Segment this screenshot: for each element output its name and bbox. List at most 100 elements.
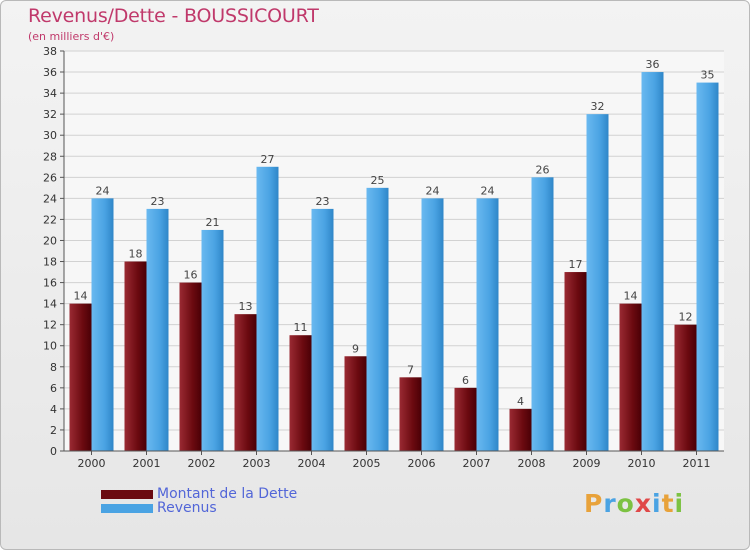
- logo-letter: x: [634, 489, 652, 518]
- y-tick-label: 14: [43, 298, 57, 311]
- legend-item-revenus: Revenus: [101, 501, 297, 515]
- data-label: 21: [206, 216, 220, 229]
- y-tick-label: 22: [43, 213, 57, 226]
- y-tick-label: 34: [43, 87, 57, 100]
- logo-letter: i: [652, 489, 662, 518]
- bar-dette: [454, 387, 477, 451]
- logo-letter: i: [674, 489, 685, 518]
- x-tick-label: 2008: [518, 457, 546, 470]
- logo-letter: P: [584, 489, 604, 518]
- plot-area: [64, 51, 724, 451]
- bar-dette: [619, 303, 642, 451]
- x-tick-label: 2010: [628, 457, 656, 470]
- y-tick-label: 32: [43, 108, 57, 121]
- x-tick-label: 2002: [188, 457, 216, 470]
- chart-subtitle: (en milliers d'€): [28, 30, 115, 43]
- bar-revenus: [311, 208, 334, 451]
- data-label: 24: [481, 184, 495, 197]
- y-tick-label: 24: [43, 192, 57, 205]
- x-tick-label: 2006: [408, 457, 436, 470]
- data-label: 17: [569, 258, 583, 271]
- legend: Montant de la Dette Revenus: [101, 487, 297, 515]
- y-tick-label: 28: [43, 150, 57, 163]
- bar-dette: [344, 356, 367, 451]
- data-label: 32: [591, 100, 605, 113]
- y-tick-label: 36: [43, 66, 57, 79]
- x-tick-label: 2001: [133, 457, 161, 470]
- x-tick-label: 2004: [298, 457, 326, 470]
- x-tick-label: 2009: [573, 457, 601, 470]
- bar-dette: [124, 261, 147, 451]
- data-label: 35: [701, 69, 715, 82]
- data-label: 25: [371, 174, 385, 187]
- data-label: 23: [151, 195, 165, 208]
- data-label: 16: [184, 269, 198, 282]
- bar-revenus: [476, 198, 499, 451]
- bar-revenus: [91, 198, 114, 451]
- legend-label-revenus: Revenus: [157, 500, 217, 516]
- data-label: 14: [74, 290, 88, 303]
- legend-swatch-dette: [101, 489, 153, 499]
- x-tick-label: 2005: [353, 457, 381, 470]
- bar-revenus: [641, 72, 664, 451]
- y-tick-label: 0: [50, 445, 57, 458]
- data-label: 11: [294, 321, 308, 334]
- bar-revenus: [421, 198, 444, 451]
- legend-swatch-revenus: [101, 503, 153, 513]
- logo-letter: t: [661, 489, 675, 518]
- data-label: 12: [679, 311, 693, 324]
- data-label: 24: [96, 184, 110, 197]
- data-label: 7: [407, 363, 414, 376]
- data-label: 13: [239, 300, 253, 313]
- data-label: 18: [129, 248, 143, 261]
- chart-title: Revenus/Dette - BOUSSICOURT: [28, 5, 319, 27]
- y-tick-label: 30: [43, 129, 57, 142]
- data-label: 36: [646, 58, 660, 71]
- y-tick-label: 18: [43, 256, 57, 269]
- y-tick-label: 6: [50, 382, 57, 395]
- y-tick-label: 38: [43, 45, 57, 58]
- bar-revenus: [256, 166, 279, 451]
- data-label: 24: [426, 184, 440, 197]
- legend-item-dette: Montant de la Dette: [101, 487, 297, 501]
- data-label: 23: [316, 195, 330, 208]
- bar-revenus: [146, 208, 169, 451]
- data-label: 6: [462, 374, 469, 387]
- y-tick-label: 20: [43, 234, 57, 247]
- bar-dette: [289, 335, 312, 451]
- data-label: 14: [624, 290, 638, 303]
- bar-revenus: [366, 187, 389, 451]
- bar-dette: [69, 303, 92, 451]
- bar-revenus: [696, 82, 719, 451]
- bar-dette: [564, 272, 587, 451]
- y-tick-label: 10: [43, 340, 57, 353]
- data-label: 26: [536, 163, 550, 176]
- y-tick-label: 12: [43, 319, 57, 332]
- logo-letter: o: [616, 489, 635, 518]
- bar-dette: [674, 324, 697, 451]
- logo-letter: r: [603, 489, 617, 518]
- x-tick-label: 2011: [683, 457, 711, 470]
- x-tick-label: 2000: [78, 457, 106, 470]
- y-tick-label: 4: [50, 403, 57, 416]
- bar-revenus: [586, 114, 609, 451]
- bar-dette: [234, 314, 257, 451]
- bar-dette: [509, 408, 532, 451]
- data-label: 4: [517, 395, 524, 408]
- bar-dette: [179, 282, 202, 451]
- y-tick-label: 8: [50, 361, 57, 374]
- bar-revenus: [201, 229, 224, 451]
- y-tick-label: 2: [50, 424, 57, 437]
- data-label: 9: [352, 342, 359, 355]
- y-tick-label: 16: [43, 277, 57, 290]
- x-tick-label: 2007: [463, 457, 491, 470]
- legend-label-dette: Montant de la Dette: [157, 486, 298, 502]
- x-tick-label: 2003: [243, 457, 271, 470]
- y-tick-label: 26: [43, 171, 57, 184]
- bar-revenus: [531, 177, 554, 451]
- bar-dette: [399, 377, 422, 451]
- proxiti-logo: Proxiti: [584, 489, 684, 518]
- data-label: 27: [261, 153, 275, 166]
